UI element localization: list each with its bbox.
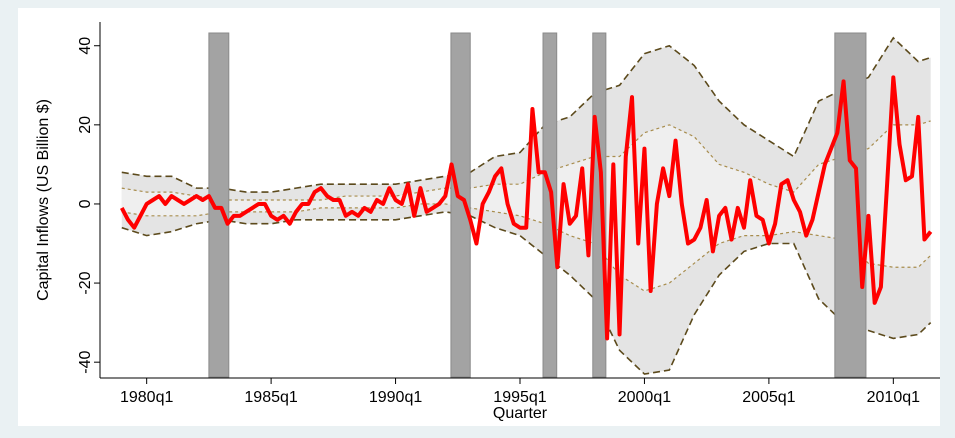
y-tick-label: 40	[77, 37, 94, 55]
shaded-period	[834, 32, 867, 378]
y-tick-label: 20	[77, 116, 94, 134]
x-tick-label: 2000q1	[618, 389, 671, 406]
y-axis-label: Capital Inflows (US Billion $)	[35, 99, 52, 301]
band-line	[121, 211, 932, 375]
x-tick-label: 2010q1	[867, 389, 920, 406]
x-tick-label: 1985q1	[244, 389, 297, 406]
shaded-period	[542, 32, 558, 378]
shaded-period	[208, 32, 230, 378]
x-tick-label: 2005q1	[742, 389, 795, 406]
x-tick-label: 1990q1	[369, 389, 422, 406]
shaded-period	[450, 32, 471, 378]
band-line	[121, 120, 931, 201]
y-tick-label: 0	[77, 199, 94, 208]
x-axis-label: Quarter	[493, 405, 548, 422]
data-line	[120, 75, 933, 341]
y-tick-label: -40	[77, 351, 94, 374]
y-tick-label: -20	[77, 271, 94, 294]
x-tick-label: 1980q1	[120, 389, 173, 406]
band-line	[121, 36, 931, 193]
x-tick-label: 1995q1	[493, 389, 546, 406]
